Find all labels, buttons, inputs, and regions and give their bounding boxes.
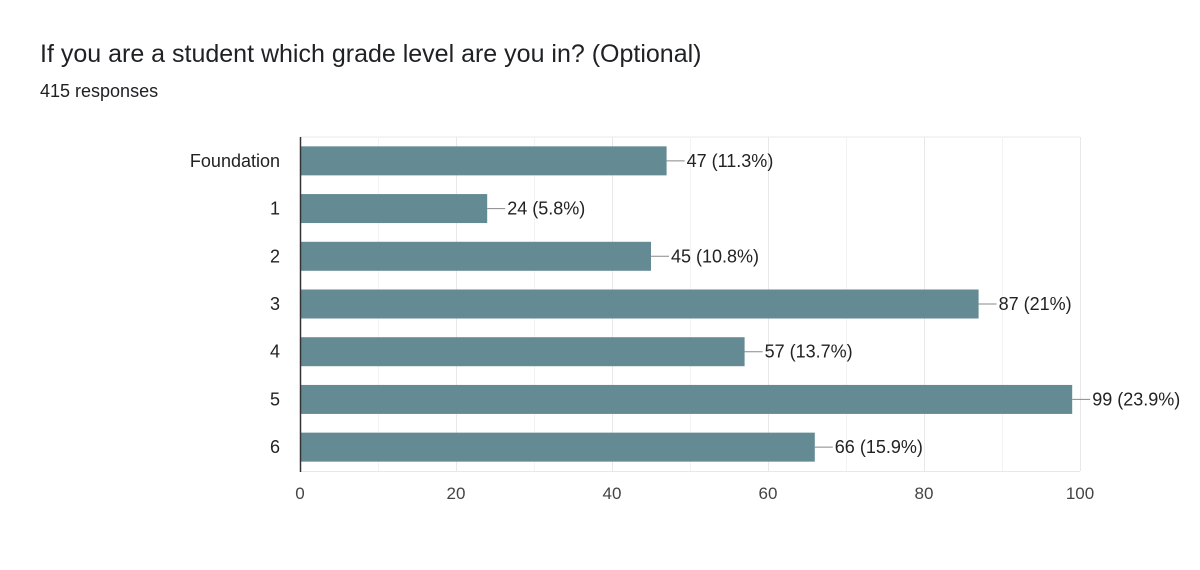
data-label: 45 (10.8%) [671,246,759,266]
y-tick-label: 3 [270,294,280,314]
chart-labels: Foundation 47 (11.3%) 1 24 (5.8%) 2 45 (10.8%… [190,151,1180,503]
y-tick-label: 2 [270,246,280,266]
chart-bars [300,146,1073,462]
bar-1 [300,194,488,224]
question-title: If you are a student which grade level a… [40,40,702,68]
x-tick-label: 100 [1066,484,1094,503]
bar-4 [300,337,745,367]
data-label: 57 (13.7%) [765,342,853,362]
x-tick-label: 0 [295,484,304,503]
x-tick-label: 60 [759,484,778,503]
bar-3 [300,289,979,319]
y-tick-label: 4 [270,342,280,362]
data-label: 66 (15.9%) [835,437,923,457]
x-tick-label: 80 [915,484,934,503]
bar-6 [300,432,815,462]
bar-foundation [300,146,667,176]
data-label: 99 (23.9%) [1092,389,1180,409]
data-label: 47 (11.3%) [687,151,774,171]
y-tick-label: 5 [270,389,280,409]
data-label: 87 (21%) [999,294,1072,314]
response-count: 415 responses [40,81,159,101]
y-tick-label: 6 [270,437,280,457]
x-tick-label: 40 [603,484,622,503]
bar-5 [300,384,1073,414]
bar-2 [300,241,651,271]
y-tick-label: 1 [270,199,280,219]
x-tick-label: 20 [447,484,466,503]
data-label: 24 (5.8%) [507,199,585,219]
y-tick-label: Foundation [190,151,280,171]
